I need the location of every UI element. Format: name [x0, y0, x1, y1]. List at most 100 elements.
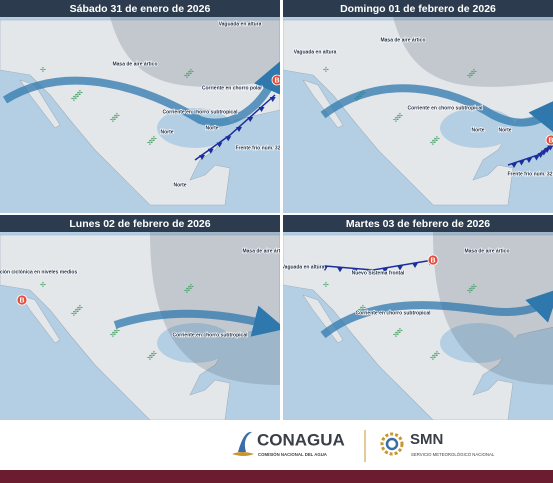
pressure-label: B [19, 297, 24, 304]
wind-icon: ✢ [188, 68, 194, 76]
map-label: Corriente en chorro subtropical [355, 310, 431, 316]
jet-stream [320, 84, 553, 133]
map-label: Vaguada en altura [282, 264, 325, 270]
wind-icon: ✢ [77, 89, 83, 97]
wind-icon: ✢ [188, 283, 194, 291]
wind-icon: ✢ [149, 352, 155, 360]
map-label: Circulación ciclónica en niveles medios [0, 269, 77, 275]
pressure-label: B [274, 77, 279, 84]
low-pressure [271, 74, 280, 86]
front-triangle [352, 268, 358, 274]
wind-icon: ✢ [147, 354, 153, 362]
map-label: Norte [173, 182, 186, 188]
front-triangle [337, 267, 343, 273]
footer-bar [0, 470, 553, 483]
gulf [440, 323, 516, 363]
wind-icon: ✢ [467, 287, 473, 295]
wind-icon: ✢ [184, 287, 190, 295]
front-triangle [544, 148, 551, 153]
front-triangle [537, 153, 544, 158]
gulf [157, 323, 233, 363]
map-label: Norte [498, 127, 511, 133]
arctic-air-mass [150, 232, 280, 385]
title-bar [0, 0, 280, 17]
wind-icon: ✢ [73, 308, 79, 316]
jet-stream [2, 60, 280, 127]
wind-icon: ✢ [323, 281, 329, 289]
front-triangle [269, 97, 276, 102]
wind-icon: ✢ [471, 68, 477, 76]
front-triangle [367, 269, 373, 275]
front-triangle [322, 266, 328, 271]
map-label: Norte [471, 127, 484, 133]
land [0, 234, 280, 420]
wind-icon: ✢ [395, 114, 401, 122]
title-bar [283, 215, 553, 232]
wind-icon: ✢ [393, 331, 399, 339]
map-label: Masa de aire ártico [242, 248, 287, 254]
map-label: Corriente en chorro subtropical [172, 332, 248, 338]
wind-icon: ✢ [434, 350, 440, 358]
map-label: Vaguada en altura [219, 21, 262, 27]
front-triangle [540, 150, 547, 156]
map-label: Vaguada en altura [294, 49, 337, 55]
title-bar [0, 215, 280, 232]
panel-title: Martes 03 de febrero de 2026 [346, 218, 490, 230]
pressure-label: B [548, 137, 553, 144]
title-bar [283, 0, 553, 17]
front-triangle [412, 263, 418, 268]
jet-stream [113, 305, 280, 337]
front-triangle [526, 158, 532, 163]
wind-icon: ✢ [360, 304, 366, 312]
wind-icon: ✢ [186, 285, 192, 293]
map-label: Masa de aire ártico [464, 248, 509, 254]
map-label: Corriente en chorro subtropical [162, 109, 238, 115]
wind-icon: ✢ [358, 306, 364, 314]
arctic-air-mass [110, 17, 280, 87]
gulf [157, 108, 233, 148]
front-triangle [258, 107, 265, 112]
wind-icon: ✢ [430, 139, 436, 147]
wind-icon: ✢ [149, 137, 155, 145]
wind-icon: ✢ [469, 285, 475, 293]
smn-logo: SMN SERVICIO METEOROLÓGICO NACIONAL [380, 431, 495, 457]
wind-icon: ✢ [432, 352, 438, 360]
wind-icon: ✢ [110, 331, 116, 339]
wind-icon: ✢ [40, 66, 46, 74]
smn-name: SMN [410, 431, 443, 448]
map-panel: ✢✢✢✢✢✢✢✢✢✢✢✢✢✢Martes 03 de febrero de 20… [282, 215, 553, 420]
front-triangle [397, 265, 403, 271]
footer [0, 420, 553, 470]
pressure-label: B [430, 257, 435, 264]
wind-icon: ✢ [71, 95, 77, 103]
wind-icon: ✢ [112, 329, 118, 337]
wind-icon: ✢ [151, 350, 157, 358]
conagua-subtitle: COMISIÓN NACIONAL DEL AGUA [258, 452, 327, 457]
low-pressure [427, 254, 439, 266]
front-triangle [216, 142, 223, 148]
low-pressure [16, 294, 28, 306]
wind-icon: ✢ [71, 310, 77, 318]
conagua-logo: CONAGUA COMISIÓN NACIONAL DEL AGUA [232, 430, 345, 457]
wind-icon: ✢ [434, 135, 440, 143]
wind-icon: ✢ [432, 137, 438, 145]
map-panel: ✢✢✢✢✢✢✢✢✢✢✢✢✢✢Sábado 31 de enero de 2026… [0, 0, 280, 213]
wind-icon: ✢ [397, 112, 403, 120]
wind-icon: ✢ [397, 327, 403, 335]
map-label: Frente frío núm. 32 [507, 171, 552, 177]
front-triangle [247, 117, 254, 122]
baja [302, 79, 344, 129]
map-panel: ✢✢✢✢✢✢✢✢✢✢✢✢✢✢Domingo 01 de febrero de 2… [283, 0, 553, 213]
front-triangle [511, 163, 517, 168]
front-triangle [225, 136, 232, 142]
front-triangle [382, 268, 388, 273]
front-triangle [518, 160, 525, 166]
map-label: Norte [205, 125, 218, 131]
wind-icon: ✢ [393, 116, 399, 124]
smn-subtitle: SERVICIO METEOROLÓGICO NACIONAL [411, 452, 495, 457]
panel-title: Lunes 02 de febrero de 2026 [69, 218, 210, 230]
map-label: Masa de aire ártico [112, 61, 157, 67]
map-label: Masa de aire ártico [380, 37, 425, 43]
wind-icon: ✢ [323, 66, 329, 74]
